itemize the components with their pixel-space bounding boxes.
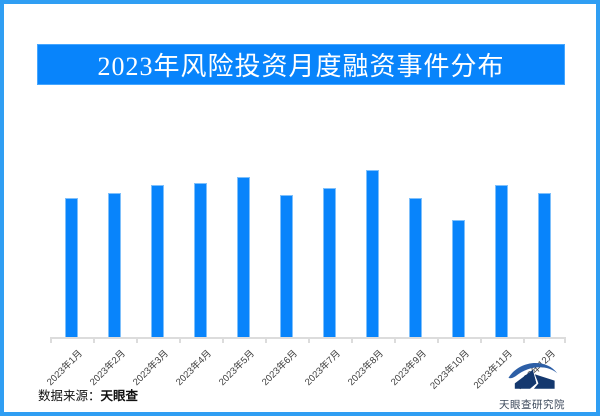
bar-2023年8月: [366, 170, 379, 337]
data-source-note: 数据来源：天眼查: [38, 385, 138, 404]
axis-tick: [437, 339, 439, 343]
axis-tick: [480, 339, 482, 343]
bar-2023年9月: [409, 198, 422, 337]
axis-tick: [222, 339, 224, 343]
axis-tick: [308, 339, 310, 343]
bar-2023年1月: [65, 198, 78, 337]
bar-2023年12月: [538, 193, 551, 337]
x-axis-line: [50, 337, 566, 343]
page-title: 2023年风险投资月度融资事件分布: [97, 52, 505, 81]
axis-tick: [265, 339, 267, 343]
brand-name: 天眼查研究院: [499, 399, 565, 411]
bar-slot: [179, 154, 222, 337]
bar-2023年5月: [237, 177, 250, 337]
bar-slot: [50, 154, 93, 337]
bar-slot: [308, 154, 351, 337]
bar-slot: [480, 154, 523, 337]
axis-tick: [564, 339, 566, 343]
bar-2023年7月: [323, 188, 336, 337]
axis-tick: [523, 339, 525, 343]
bar-slot: [222, 154, 265, 337]
axis-tick: [394, 339, 396, 343]
bar-slot: [136, 154, 179, 337]
bar-2023年11月: [495, 185, 508, 337]
axis-tick: [93, 339, 95, 343]
axis-tick: [179, 339, 181, 343]
axis-tick: [136, 339, 138, 343]
bar-slot: [437, 154, 480, 337]
axis-tick: [50, 339, 52, 343]
tianyancha-eye-logo-icon: [508, 362, 558, 389]
bar-slot: [523, 154, 566, 337]
axis-tick: [351, 339, 353, 343]
bar-2023年6月: [280, 195, 293, 337]
plot-area: [50, 154, 566, 337]
bar-2023年2月: [108, 193, 121, 337]
bar-slot: [394, 154, 437, 337]
source-value: 天眼查: [100, 389, 139, 403]
bar-2023年3月: [151, 185, 164, 337]
brand-block: 天眼查研究院: [486, 358, 578, 412]
bar-slot: [351, 154, 394, 337]
bar-2023年10月: [452, 220, 465, 337]
source-label: 数据来源：: [38, 389, 101, 403]
bar-slot: [93, 154, 136, 337]
title-banner: 2023年风险投资月度融资事件分布: [37, 44, 565, 85]
bar-2023年4月: [194, 183, 207, 337]
bar-slot: [265, 154, 308, 337]
